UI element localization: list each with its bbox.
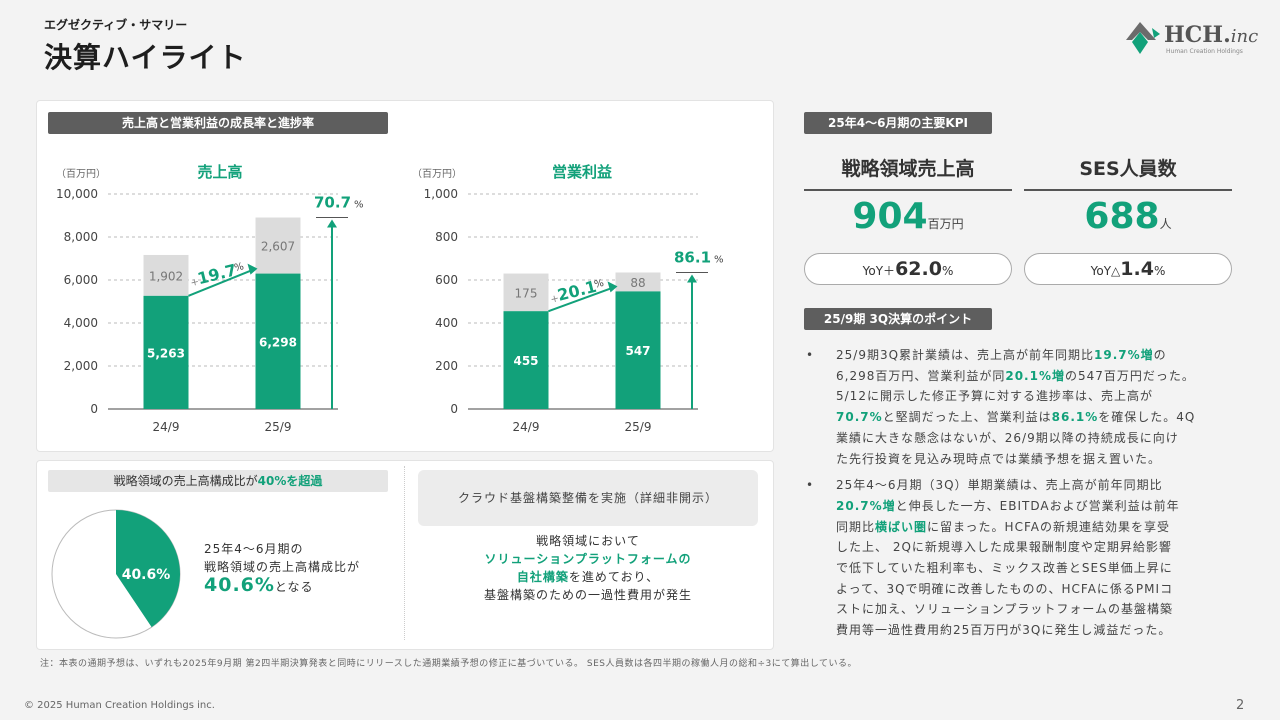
op-chart-title: 営業利益 xyxy=(551,163,612,181)
op-bar-plan-24-9 xyxy=(503,273,549,312)
op-progress-arrowhead xyxy=(687,274,697,283)
op-data-label-plan: 88 xyxy=(630,276,645,290)
op-bar-actual-25-9 xyxy=(615,291,661,409)
op-data-label-actual: 547 xyxy=(625,344,650,358)
bullet-dot: • xyxy=(806,478,815,493)
sales-bar-actual-24-9 xyxy=(143,295,189,409)
op-unit-label: （百万円） xyxy=(412,169,462,180)
op-ytick-label: 0 xyxy=(450,402,458,416)
op-growth-plus: + xyxy=(549,293,560,306)
strategy-label: 戦略領域の売上高構成比が40%を超過 xyxy=(48,470,388,492)
strategy-pie-chart: 40.6% xyxy=(51,509,181,639)
cloud-highlight1: ソリューションプラットフォームの xyxy=(484,552,692,566)
op-profit-bar-chart: 0 200 400 600 800 1,000 455 175 24/9 547 88 25/9 +20… xyxy=(424,187,724,434)
sales-growth-arrowhead xyxy=(247,263,258,275)
sales-data-label-plan: 1,902 xyxy=(149,269,183,283)
op-x-category-label: 25/9 xyxy=(625,420,652,434)
points-label: 25/9期 3Q決算のポイント xyxy=(804,308,992,330)
sales-chart-title: 売上高 xyxy=(197,163,243,181)
sales-bar-plan-24-9 xyxy=(143,254,189,296)
divider xyxy=(404,466,406,640)
cloud-highlight2: 自社構築 xyxy=(516,570,569,584)
sales-x-category-label: 25/9 xyxy=(265,420,292,434)
page-number: 2 xyxy=(1236,698,1245,713)
op-growth-label: 20.1 xyxy=(556,277,599,305)
sales-growth-label: 19.7 xyxy=(196,260,239,288)
op-ytick-label: 200 xyxy=(435,359,458,373)
op-ytick-label: 600 xyxy=(435,273,458,287)
logo-text: HCH.inc xyxy=(1164,22,1259,48)
op-x-category-label: 24/9 xyxy=(513,420,540,434)
op-ytick-label: 400 xyxy=(435,316,458,330)
cloud-box: クラウド基盤構築整備を実施（詳細非開示） xyxy=(418,470,758,526)
sales-growth-pct: % xyxy=(233,261,245,274)
sales-ytick-label: 2,000 xyxy=(64,359,98,373)
kpi-ses-yoy: YoY△1.4% xyxy=(1024,253,1232,285)
op-ytick-label: 800 xyxy=(435,230,458,244)
cloud-line1: 戦略領域において xyxy=(536,534,640,548)
sales-bar-actual-25-9 xyxy=(255,273,301,409)
sales-bar-chart: 0 2,000 4,000 6,000 8,000 10,000 5,263 1,902 24/… xyxy=(56,187,364,434)
points-list: • 25/9期3Q累計業績は、売上高が前年同期比19.7%増の 6,298百万円… xyxy=(806,345,1236,641)
footer-note: 注：本表の通期予想は、いずれも2025年9月期 第2四半期決算発表と同時にリリー… xyxy=(40,659,857,669)
sales-unit-label: （百万円） xyxy=(56,169,106,180)
sales-data-label-actual: 6,298 xyxy=(259,335,297,349)
bullet-dot: • xyxy=(806,348,815,362)
sales-progress-label: 70.7 xyxy=(314,194,351,212)
copyright: © 2025 Human Creation Holdings inc. xyxy=(24,700,215,711)
kpi-strategy-value-box: 904百万円 xyxy=(804,196,1012,237)
op-data-label-actual: 455 xyxy=(513,354,538,368)
kpi-strategy-head: 戦略領域売上高 xyxy=(804,154,1012,191)
sales-ytick-label: 0 xyxy=(90,402,98,416)
leaf-logo-icon xyxy=(1126,22,1160,54)
sales-progress-pct: % xyxy=(354,200,364,211)
op-data-label-plan: 175 xyxy=(515,286,538,300)
sales-growth-plus: + xyxy=(189,276,200,289)
point-item-2: • 25年4～6月期（3Q）単期業績は、売上高が前年同期比 20.7%増と伸長し… xyxy=(806,475,1236,641)
op-growth-arrow xyxy=(548,286,614,313)
kpi-strategy-yoy: YoY＋62.0% xyxy=(804,253,1012,285)
strategy-line1: 25年4～6月期の xyxy=(204,542,304,556)
sales-ytick-label: 6,000 xyxy=(64,273,98,287)
sales-growth-arrow xyxy=(188,268,254,297)
cloud-text: 戦略領域において ソリューションプラットフォームの 自社構築を進めており、 基盤… xyxy=(418,532,758,604)
op-growth-pct: % xyxy=(593,278,605,291)
strategy-line2: 戦略領域の売上高構成比が xyxy=(204,560,361,574)
page-title: 決算ハイライト xyxy=(44,41,247,74)
strategy-value: 40.6% xyxy=(204,574,275,596)
pie-label: 40.6% xyxy=(122,567,171,583)
sales-progress-arrowhead xyxy=(327,219,337,228)
kpi-ses-head: SES人員数 xyxy=(1024,154,1232,191)
sales-x-category-label: 24/9 xyxy=(153,420,180,434)
op-ytick-label: 1,000 xyxy=(424,187,458,201)
op-growth-arrowhead xyxy=(607,281,618,293)
kpi-ses-unit: 人 xyxy=(1159,217,1172,231)
op-bar-plan-25-9 xyxy=(615,272,661,292)
sales-data-label-plan: 2,607 xyxy=(261,240,295,254)
point-item-1: • 25/9期3Q累計業績は、売上高が前年同期比19.7%増の 6,298百万円… xyxy=(806,345,1236,469)
op-progress-label: 86.1 xyxy=(674,248,711,266)
page-subtitle: エグゼクティブ・サマリー xyxy=(44,18,188,32)
op-bar-actual-24-9 xyxy=(503,311,549,409)
kpi-ses-value-box: 688人 xyxy=(1024,196,1232,237)
op-progress-pct: % xyxy=(714,254,724,265)
kpi-label: 25年4～6月期の主要KPI xyxy=(804,112,992,134)
sales-bar-plan-25-9 xyxy=(255,217,301,274)
strategy-text: 25年4～6月期の 戦略領域の売上高構成比が 40.6%となる xyxy=(204,540,360,596)
kpi-strategy-unit: 百万円 xyxy=(927,217,964,231)
sales-ytick-label: 8,000 xyxy=(64,230,98,244)
sales-data-label-actual: 5,263 xyxy=(147,346,185,360)
growth-section-label: 売上高と営業利益の成長率と進捗率 xyxy=(48,112,388,134)
sales-ytick-label: 10,000 xyxy=(56,187,98,201)
cloud-line2-suffix: を進めており、 xyxy=(568,570,660,584)
sales-ytick-label: 4,000 xyxy=(64,316,98,330)
pie-slice-strategy xyxy=(116,510,180,628)
strategy-value-suffix: となる xyxy=(274,580,314,594)
company-logo: HCH.inc Human Creation Holdings xyxy=(1122,20,1262,56)
kpi-ses-value: 688 xyxy=(1084,196,1160,237)
kpi-strategy-value: 904 xyxy=(852,196,928,237)
logo-tagline: Human Creation Holdings xyxy=(1166,48,1243,55)
cloud-line3: 基盤構築のための一過性費用が発生 xyxy=(483,588,692,602)
